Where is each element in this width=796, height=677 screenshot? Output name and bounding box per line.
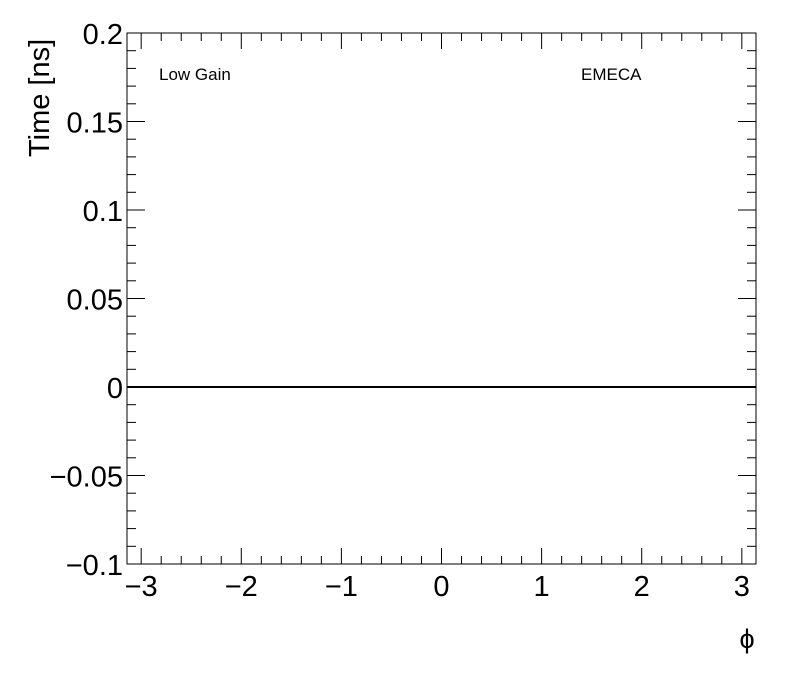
x-tick-label: 2 xyxy=(634,571,650,603)
annotation-low-gain: Low Gain xyxy=(159,65,231,84)
y-axis-label: Time [ns] xyxy=(24,39,56,157)
x-tick-label: −3 xyxy=(125,571,158,603)
y-tick-label: 0.15 xyxy=(67,108,123,140)
plot-frame xyxy=(126,32,757,565)
x-axis-label: ϕ xyxy=(739,624,754,654)
x-tick-label: 1 xyxy=(534,571,550,603)
y-tick-label: −0.05 xyxy=(50,462,123,494)
axis-ticks xyxy=(127,32,756,565)
x-tick-label: −1 xyxy=(325,571,358,603)
y-tick-label: −0.1 xyxy=(66,550,123,582)
tick-labels: −3 −2 −1 0 1 2 3 −0.1 −0.05 0 0.05 0.1 0.15 0.2 xyxy=(50,19,750,603)
y-tick-label: 0.1 xyxy=(83,196,123,228)
x-tick-label: 0 xyxy=(433,571,449,603)
y-tick-label: 0.05 xyxy=(67,285,123,317)
annotation-emeca: EMECA xyxy=(581,65,642,84)
x-tick-label: −2 xyxy=(225,571,258,603)
y-tick-label: 0 xyxy=(107,373,123,405)
x-tick-label: 3 xyxy=(734,571,750,603)
y-tick-label: 0.2 xyxy=(83,19,123,51)
